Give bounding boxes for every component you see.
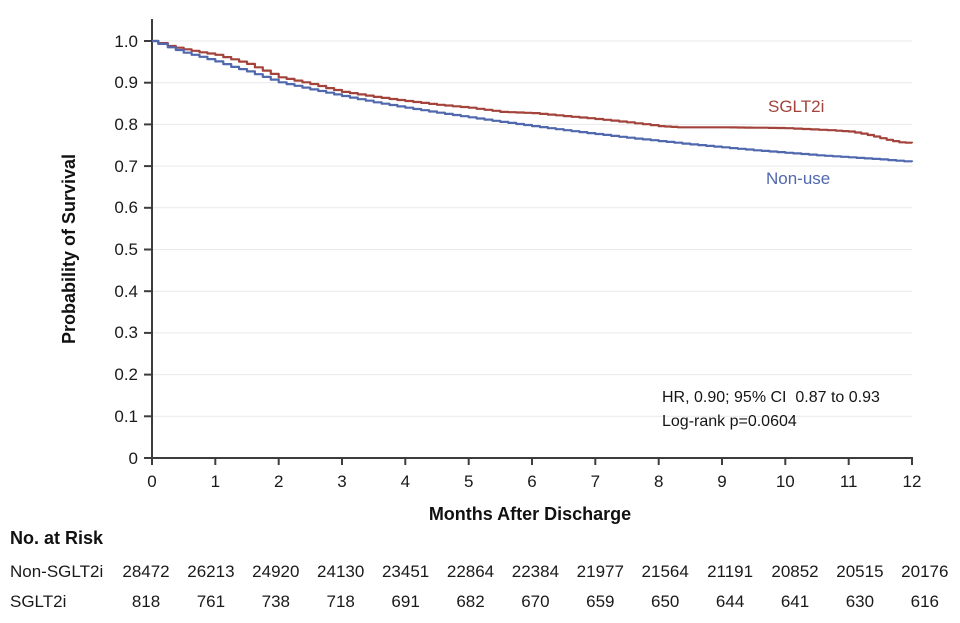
y-axis-title: Probability of Survival (59, 153, 79, 345)
risk-count: 630 (845, 592, 875, 611)
x-tick-label: 12 (902, 472, 922, 491)
risk-count: 20852 (771, 562, 819, 581)
risk-count: 20176 (901, 562, 949, 581)
y-tick-label: 0.6 (114, 198, 138, 218)
y-tick-label: 0 (128, 448, 138, 468)
risk-count: 641 (780, 592, 810, 611)
risk-count: 670 (521, 592, 550, 611)
risk-count: 21191 (707, 562, 754, 581)
risk-table-title: No. at Risk (10, 528, 104, 548)
risk-count: 22384 (511, 562, 560, 581)
risk-row-label-non-sglt2i: Non-SGLT2i (10, 562, 104, 581)
risk-count: 718 (326, 592, 355, 611)
x-tick-label: 6 (527, 472, 537, 491)
y-tick-label: 0.9 (114, 73, 138, 93)
x-tick-label: 10 (775, 472, 795, 491)
y-tick-label: 0.1 (114, 406, 138, 426)
y-tick-label: 1.0 (114, 31, 138, 51)
x-tick-label: 2 (273, 472, 284, 491)
logrank-annotation: Log-rank p=0.0604 (662, 413, 797, 430)
x-tick-label: 5 (463, 472, 474, 491)
y-tick-label: 0.5 (114, 240, 138, 259)
risk-count: 22864 (446, 562, 495, 581)
x-tick-label: 0 (147, 472, 157, 491)
series-curve-non-use (152, 39, 914, 163)
x-axis-title: Months After Discharge (428, 504, 632, 524)
y-tick-label: 0.3 (114, 323, 138, 343)
risk-count: 20515 (836, 562, 884, 581)
y-tick-label: 0.8 (114, 114, 138, 134)
risk-count: 761 (196, 592, 226, 611)
x-tick-label: 3 (337, 472, 347, 491)
risk-count: 23451 (381, 562, 430, 581)
risk-count: 682 (456, 592, 485, 611)
series-label-sglt2i: SGLT2i (768, 97, 825, 116)
risk-count: 28472 (122, 562, 170, 581)
x-tick-label: 4 (400, 472, 411, 491)
risk-count: 659 (586, 592, 615, 611)
risk-count: 24920 (252, 562, 300, 581)
risk-count: 818 (131, 592, 161, 611)
x-tick-label: 9 (717, 472, 727, 491)
hazard-ratio-annotation: HR, 0.90; 95% CI 0.87 to 0.93 (662, 389, 880, 406)
series-label-non-use: Non-use (766, 169, 831, 188)
risk-count: 644 (715, 592, 745, 611)
risk-count: 24130 (317, 562, 365, 581)
risk-count: 616 (910, 592, 939, 611)
y-tick-label: 0.4 (114, 281, 138, 301)
risk-count: 738 (261, 592, 290, 611)
x-tick-label: 1 (210, 472, 221, 491)
risk-row-label-sglt2i: SGLT2i (10, 592, 67, 611)
y-tick-label: 0.2 (114, 365, 138, 385)
risk-count: 26213 (187, 562, 235, 581)
series-curve-sglt2i (152, 39, 914, 144)
x-tick-label: 7 (590, 472, 601, 491)
y-tick-label: 0.7 (114, 156, 138, 176)
risk-count: 21564 (641, 562, 689, 581)
risk-count: 691 (391, 592, 420, 611)
risk-count: 650 (651, 592, 680, 611)
risk-count: 21977 (576, 562, 624, 581)
x-tick-label: 11 (839, 472, 858, 491)
x-tick-label: 8 (653, 472, 664, 491)
